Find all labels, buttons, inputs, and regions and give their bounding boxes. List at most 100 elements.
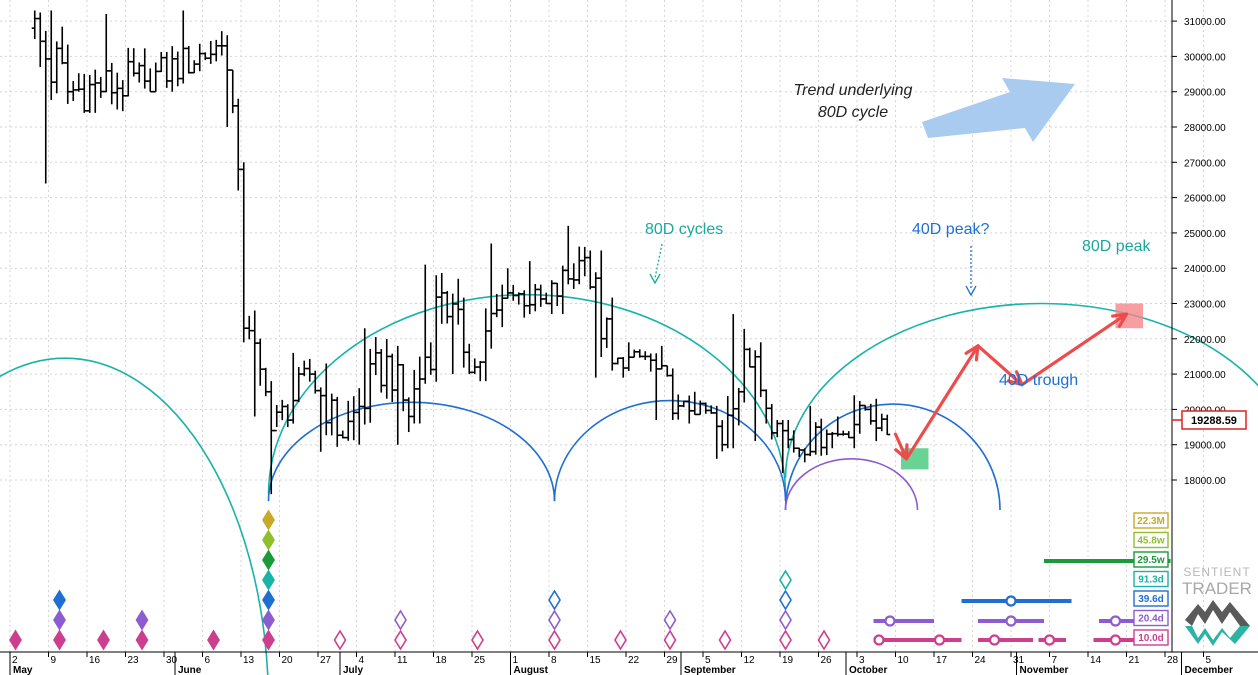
cycle-trough-marker-filled-icon [53, 609, 66, 631]
x-tick-label: 9 [51, 655, 57, 666]
x-tick-label: 12 [744, 655, 756, 666]
cycle-trough-marker-filled-icon [262, 609, 275, 631]
cycle-trough-marker-filled-icon [262, 569, 275, 591]
cycle-tag-box [1133, 551, 1169, 568]
x-tick-label: 19 [782, 655, 794, 666]
x-tick-label: 8 [551, 655, 557, 666]
x-tick-label: 30 [166, 655, 178, 666]
cycle-trough-marker-hollow-icon [718, 629, 732, 651]
cycle-tag-label: 22.3M [1137, 516, 1165, 527]
x-tick-label: 11 [397, 655, 408, 666]
cycle-markers [9, 509, 831, 651]
x-tick-label: 5 [705, 655, 711, 666]
cycle-tag-box [1133, 512, 1169, 529]
last-price-box [1181, 410, 1247, 430]
projection-center-icon [1005, 595, 1017, 607]
x-tick-label: 24 [975, 655, 987, 666]
cycle-tag-box [1133, 609, 1169, 627]
cycle-tag-box [1133, 570, 1169, 588]
cycle-tags: 22.3M 45.8w 29.5w 91.3d 39.6d 20.4d 10.0d [1133, 512, 1169, 646]
cycle-trough-marker-filled-icon [262, 629, 275, 651]
logo-mark-icon [1185, 600, 1250, 646]
cycle-trough-marker-filled-icon [262, 509, 275, 531]
cycle-trough-marker-filled-icon [135, 629, 149, 651]
cycle-trough-marker-hollow-icon [394, 609, 407, 631]
x-tick-label: 16 [89, 655, 101, 666]
cycle-trough-marker-hollow-icon [394, 629, 407, 651]
trend-label-line2: 80D cycle [818, 104, 888, 121]
x-tick-label: 2 [12, 655, 18, 666]
projection-arrowhead-icon [1111, 312, 1129, 328]
cycle-trough-marker-hollow-icon [471, 629, 484, 651]
cycle-trough-marker-filled-icon [262, 529, 275, 551]
cycle-trough-marker-filled-icon [9, 629, 22, 651]
cycle-trough-marker-hollow-icon [663, 629, 677, 651]
projection-arrowhead-icon [1006, 370, 1024, 387]
month-label: October [849, 665, 887, 675]
projection-center-icon [884, 615, 896, 627]
annotations: Trend underlying 80D cycle 80D cycles 40… [645, 78, 1151, 389]
y-tick-label: 25000.00 [1184, 229, 1226, 240]
cycle-trough-marker-filled-icon [53, 589, 66, 611]
projection-arrowhead-icon [894, 443, 909, 461]
x-tick-label: 28 [1167, 655, 1179, 666]
y-tick-label: 29000.00 [1184, 88, 1226, 99]
projection-arrowhead-icon [964, 344, 980, 362]
cycle-trough-marker-filled-icon [135, 609, 149, 631]
cycle-arc [267, 401, 556, 502]
x-tick-label: 10 [898, 655, 910, 666]
logo-text-line2: TRADER [1182, 579, 1252, 598]
x-tick-label: 25 [474, 655, 486, 666]
projection-segment [1020, 312, 1129, 387]
cycle-arc [784, 302, 1258, 479]
cycle-tag-box [1133, 629, 1169, 646]
cycle-arc [784, 458, 919, 511]
x-tick-label: 4 [359, 655, 365, 666]
x-tick-label: 23 [128, 655, 140, 666]
last-price-badge: 19288.59 [1172, 410, 1247, 430]
x-tick-label: 26 [821, 655, 833, 666]
cycle-trough-marker-hollow-icon [663, 609, 677, 631]
x-tick-label: 27 [320, 655, 332, 666]
y-axis: 18000.0019000.0020000.0021000.0022000.00… [1171, 0, 1226, 652]
pointer-40d-peak-head-icon [965, 285, 977, 297]
month-label: August [514, 665, 549, 675]
x-tick-label: 5 [1206, 655, 1212, 666]
projection-center-icon [873, 634, 885, 646]
projection-center-icon [988, 634, 1001, 646]
cycle-tag-label: 91.3d [1138, 575, 1164, 586]
projection-center-icon [933, 634, 946, 646]
cycle-trough-marker-hollow-icon [779, 609, 792, 631]
cycle-arc [553, 399, 787, 502]
projection-center-icon [1043, 634, 1056, 646]
x-tick-label: 7 [1052, 655, 1058, 666]
label-40d-trough: 40D trough [999, 372, 1078, 389]
y-tick-label: 22000.00 [1184, 335, 1226, 346]
y-tick-label: 21000.00 [1184, 370, 1226, 381]
cycle-trough-marker-hollow-icon [548, 609, 561, 631]
label-80d-cycles: 80D cycles [645, 221, 723, 238]
cycle-tag-label: 20.4d [1138, 614, 1164, 625]
price-bar [884, 414, 891, 436]
month-label: December [1185, 665, 1233, 675]
y-tick-label: 19000.00 [1184, 441, 1226, 452]
y-tick-label: 27000.00 [1184, 158, 1226, 169]
x-tick-label: 13 [243, 655, 255, 666]
cycle-arc [784, 403, 1001, 511]
x-tick-label: 15 [590, 655, 602, 666]
cycle-tag-box [1133, 590, 1169, 607]
x-tick-label: 18 [436, 655, 448, 666]
cycle-trough-marker-filled-icon [53, 629, 66, 651]
x-tick-label: 14 [1090, 655, 1102, 666]
y-tick-label: 28000.00 [1184, 123, 1226, 134]
x-tick-label: 20 [282, 655, 294, 666]
month-label: September [684, 665, 736, 675]
cycle-tag-box [1133, 531, 1169, 549]
month-label: June [178, 665, 202, 675]
price-bars [31, 10, 891, 495]
x-axis: 2 9 16 23 30 6 13 20 27 4 11 18 25 1 8 15 22 29 5 12 19 26 3 10… [0, 651, 1258, 675]
cycle-trough-marker-filled-icon [262, 589, 275, 611]
cycle-trough-marker-hollow-icon [548, 629, 561, 651]
grid [0, 0, 1204, 652]
